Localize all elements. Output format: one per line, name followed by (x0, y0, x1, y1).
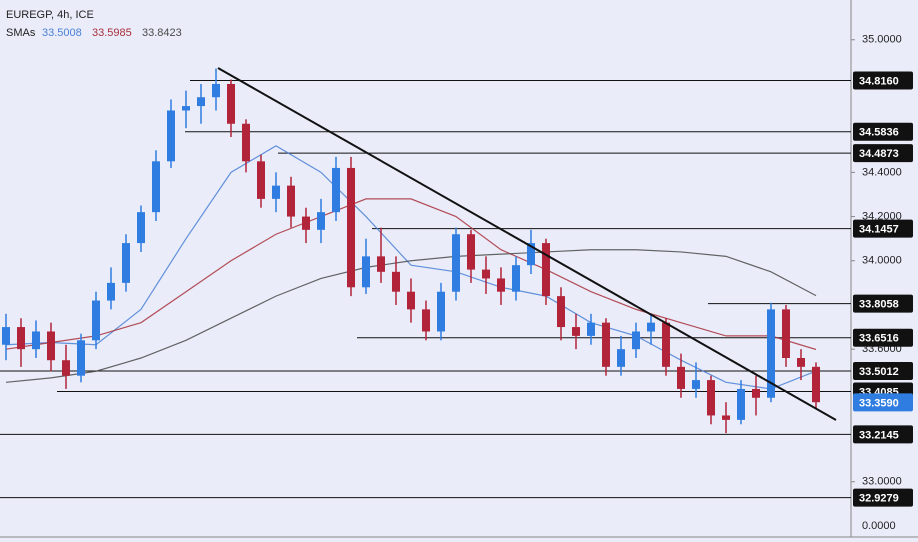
sma-line (5, 198, 817, 351)
level-label: 33.2145 (859, 429, 899, 441)
level-label: 33.5012 (859, 366, 899, 378)
candle-body (152, 161, 160, 213)
candle-body (602, 322, 610, 367)
candle-body (2, 327, 10, 345)
candle-body (137, 212, 145, 244)
candle-body (497, 278, 505, 292)
candle-body (377, 256, 385, 272)
axis-footer: 0.0000 (862, 520, 896, 532)
candle-body (482, 269, 490, 279)
level-label-box (853, 294, 913, 313)
candle-body (557, 296, 565, 328)
plot-area (0, 68, 851, 499)
candle-body (452, 234, 460, 292)
candle-body (722, 415, 730, 420)
y-tick-label: 34.0000 (862, 255, 902, 267)
candle-body (437, 291, 445, 332)
candle-body (17, 327, 25, 350)
sma-value: 33.5985 (92, 27, 132, 39)
candle-body (572, 327, 580, 336)
candle-body (467, 234, 475, 270)
candle-body (242, 123, 250, 162)
candle-body (272, 185, 280, 199)
level-label-box (853, 361, 913, 380)
candle-body (47, 331, 55, 361)
level-label-box (853, 425, 913, 444)
candle-body (797, 358, 805, 367)
candle-body (707, 380, 715, 416)
level-label: 33.6516 (859, 333, 899, 345)
level-label-box (853, 122, 913, 141)
last-price-label: 33.3590 (859, 397, 899, 409)
candle-body (752, 388, 760, 398)
y-tick-label: 34.2000 (862, 210, 902, 222)
candle-body (647, 322, 655, 332)
candle-body (587, 322, 595, 336)
candle-body (182, 106, 190, 111)
sma-value: 33.5008 (42, 27, 82, 39)
level-label: 34.1457 (859, 223, 899, 235)
candle-body (257, 161, 265, 199)
level-label-box (853, 488, 913, 507)
last-price-label-box (853, 393, 913, 412)
level-label: 32.9279 (859, 493, 899, 505)
y-axis: 35.000034.400034.200034.000033.600033.00… (851, 34, 913, 532)
candle-body (317, 212, 325, 230)
candle-body (677, 366, 685, 389)
candle-body (782, 309, 790, 358)
sma-value: 33.8423 (142, 27, 182, 39)
candle-body (227, 83, 235, 124)
candle-body (77, 340, 85, 376)
candle-body (32, 331, 40, 350)
y-tick-label: 35.0000 (862, 34, 902, 46)
candle-body (197, 97, 205, 107)
candle-body (62, 360, 70, 376)
candle-body (527, 243, 535, 266)
level-label: 34.4873 (859, 148, 899, 160)
candle-body (422, 309, 430, 332)
candle-body (767, 309, 775, 398)
level-label: 34.5836 (859, 127, 899, 139)
y-tick-label: 34.4000 (862, 166, 902, 178)
level-label: 34.8160 (859, 75, 899, 87)
candle-body (542, 243, 550, 297)
candle-body (92, 300, 100, 341)
candle-body (407, 291, 415, 310)
candle-body (617, 349, 625, 367)
level-label: 33.8058 (859, 299, 899, 311)
y-tick-label: 33.0000 (862, 476, 902, 488)
candle-body (212, 83, 220, 98)
candle-body (812, 366, 820, 403)
candle-body (122, 243, 130, 283)
sma-title: SMAs (6, 27, 36, 39)
candle-body (632, 331, 640, 350)
candle-body (302, 216, 310, 230)
level-label-box (853, 328, 913, 347)
level-label-box (853, 71, 913, 90)
level-label-box (853, 219, 913, 238)
chart-title: EUREGP, 4h, ICE (6, 9, 94, 21)
candle-body (692, 380, 700, 389)
candle-body (287, 185, 295, 217)
level-label-box (853, 144, 913, 163)
candle-body (737, 388, 745, 420)
trend-line (217, 67, 837, 421)
candle-body (512, 265, 520, 292)
sma-line (5, 249, 817, 383)
candle-body (662, 322, 670, 367)
candle-body (347, 167, 355, 288)
candle-body (332, 167, 340, 213)
candle-body (107, 282, 115, 301)
candle-body (167, 110, 175, 162)
candle-body (392, 271, 400, 292)
candle-body (362, 256, 370, 288)
